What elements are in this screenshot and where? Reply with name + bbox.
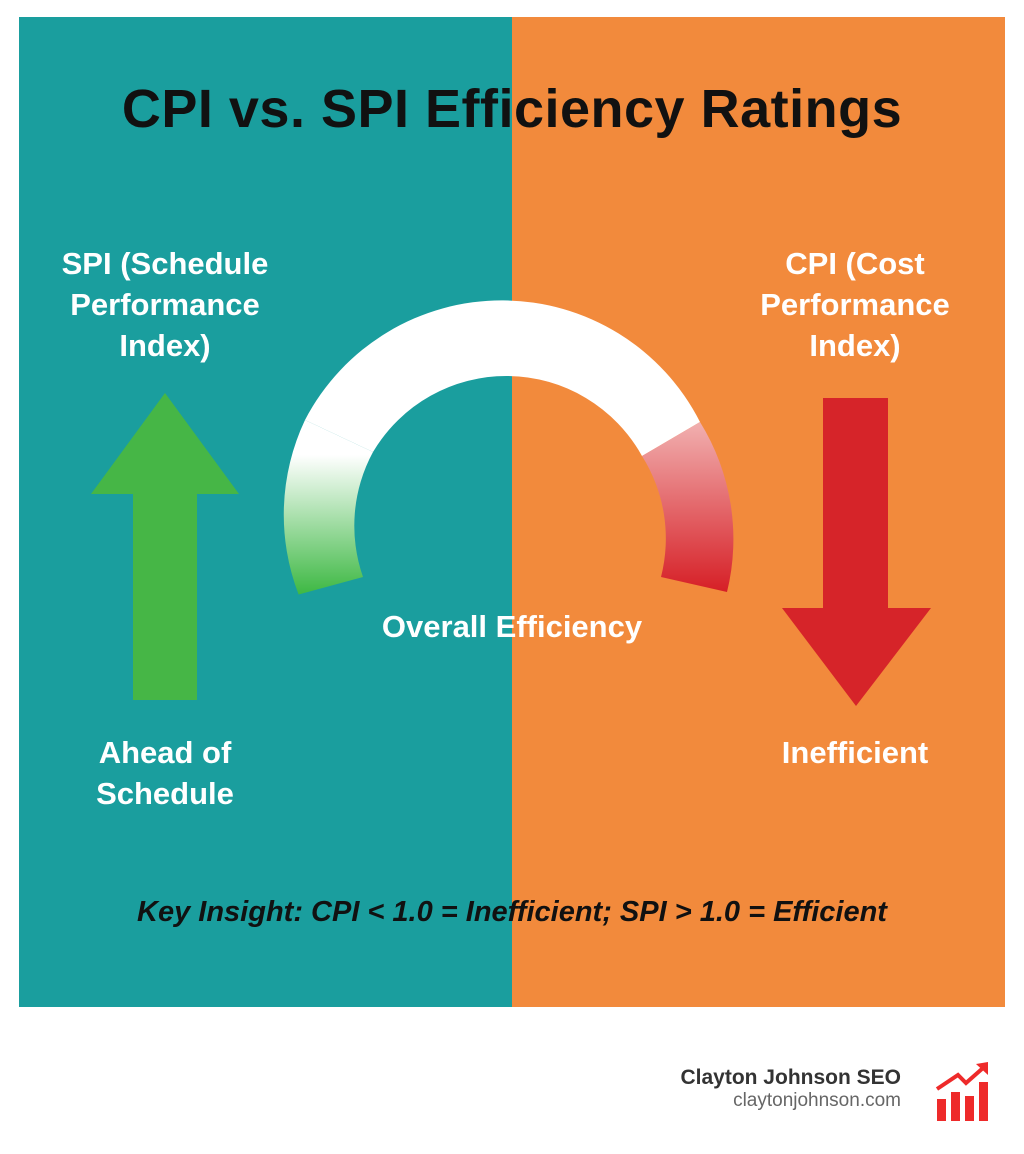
brand-name: Clayton Johnson SEO bbox=[680, 1066, 901, 1089]
spi-label-line: Performance bbox=[70, 287, 260, 322]
cpi-label-line: Performance bbox=[760, 287, 950, 322]
arrow-up-icon bbox=[91, 393, 239, 700]
arrow-down-icon bbox=[782, 398, 931, 706]
page-title: CPI vs. SPI Efficiency Ratings bbox=[121, 79, 903, 139]
cpi-status: Inefficient bbox=[781, 735, 929, 770]
spi-status-line: Ahead of bbox=[98, 735, 232, 770]
spi-label-line: Index) bbox=[119, 328, 211, 363]
spi-status: Ahead of Schedule bbox=[40, 732, 290, 814]
spi-side bbox=[19, 17, 512, 1007]
spi-label-line: SPI (Schedule bbox=[61, 246, 269, 281]
bar-chart-growth-icon bbox=[935, 1062, 988, 1121]
key-insight: Key Insight: CPI < 1.0 = Inefficient; SP… bbox=[137, 896, 887, 928]
spi-label: SPI (Schedule Performance Index) bbox=[40, 243, 290, 366]
gauge-label: Overall Efficiency bbox=[381, 609, 643, 644]
brand: Clayton Johnson SEO claytonjohnson.com bbox=[680, 1066, 901, 1112]
cpi-label-line: CPI (Cost bbox=[785, 246, 925, 281]
gauge-white-segment bbox=[305, 300, 700, 456]
gauge-red-segment bbox=[642, 422, 734, 592]
spi-status-line: Schedule bbox=[96, 776, 234, 811]
gauge-green-segment bbox=[283, 420, 373, 595]
cpi-label: CPI (Cost Performance Index) bbox=[730, 243, 980, 366]
cpi-label-line: Index) bbox=[809, 328, 901, 363]
cpi-side bbox=[512, 17, 1005, 1007]
brand-url: claytonjohnson.com bbox=[733, 1090, 901, 1111]
infographic-panel bbox=[19, 17, 1005, 1007]
